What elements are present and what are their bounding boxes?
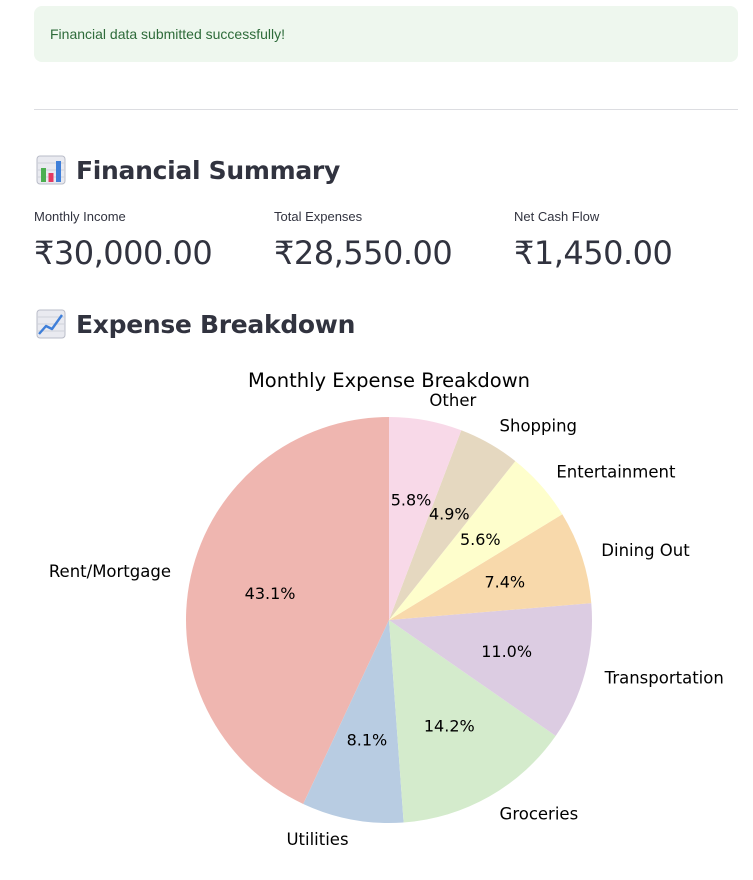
pie-category-label: Transportation xyxy=(604,668,724,687)
pie-percent-label: 11.0% xyxy=(481,642,532,661)
pie-slice-dining-out xyxy=(389,514,592,620)
pie-slice-rent-mortgage xyxy=(186,417,389,804)
pie-percent-label: 5.8% xyxy=(391,491,432,510)
pie-category-label: Groceries xyxy=(500,805,579,824)
pie-slice-transportation xyxy=(389,603,592,736)
pie-slice-entertainment xyxy=(389,461,563,620)
success-message: Financial data submitted successfully! xyxy=(50,26,285,42)
metric-net-cash-flow: Net Cash Flow ₹1,450.00 xyxy=(514,209,673,272)
pie-category-label: Utilities xyxy=(286,830,348,849)
pie-percent-label: 14.2% xyxy=(424,716,475,735)
pie-category-label: Other xyxy=(429,391,476,410)
expense-breakdown-title: Expense Breakdown xyxy=(76,309,356,339)
metric-total-expenses: Total Expenses ₹28,550.00 xyxy=(274,209,453,272)
pie-slice-groceries xyxy=(389,620,556,823)
metric-value: ₹30,000.00 xyxy=(34,234,213,272)
financial-summary-title: Financial Summary xyxy=(76,155,340,185)
chart-title: Monthly Expense Breakdown xyxy=(248,369,530,392)
pie-percent-label: 8.1% xyxy=(347,730,388,749)
financial-summary-heading: Financial Summary xyxy=(36,155,340,185)
pie-slice-shopping xyxy=(389,430,516,620)
line-chart-icon xyxy=(36,309,66,339)
bar-chart-icon xyxy=(36,155,66,185)
pie-slice-utilities xyxy=(303,620,404,823)
divider xyxy=(34,109,738,110)
success-alert: Financial data submitted successfully! xyxy=(34,6,738,62)
metric-value: ₹28,550.00 xyxy=(274,234,453,272)
pie-category-label: Shopping xyxy=(500,416,578,435)
pie-percent-label: 7.4% xyxy=(484,573,525,592)
metric-monthly-income: Monthly Income ₹30,000.00 xyxy=(34,209,213,272)
metric-label: Total Expenses xyxy=(274,209,363,224)
expense-pie-chart: Monthly Expense Breakdown 43.1% Rent/Mort… xyxy=(49,369,724,849)
metric-label: Net Cash Flow xyxy=(514,209,600,224)
pie-slice-other xyxy=(389,417,462,620)
pie-category-label: Dining Out xyxy=(601,541,690,560)
pie-category-label: Rent/Mortgage xyxy=(49,562,171,581)
metric-label: Monthly Income xyxy=(34,209,126,224)
pie-percent-label: 4.9% xyxy=(429,505,470,524)
metric-value: ₹1,450.00 xyxy=(514,234,673,272)
pie-percent-label: 43.1% xyxy=(245,584,296,603)
expense-breakdown-heading: Expense Breakdown xyxy=(36,309,355,339)
pie-percent-label: 5.6% xyxy=(460,530,501,549)
pie-category-label: Entertainment xyxy=(556,463,676,482)
